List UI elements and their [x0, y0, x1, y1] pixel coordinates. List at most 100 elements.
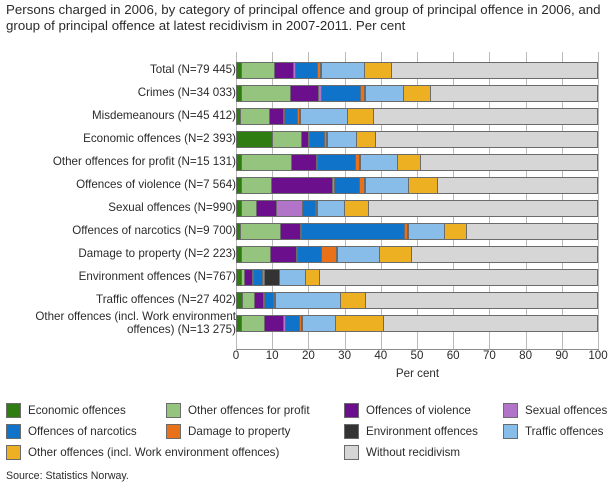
- bar-segment-other_offences_incl_work: [304, 269, 320, 285]
- x-tick-80: 80: [519, 349, 533, 362]
- bar-segment-damage_to_property: [262, 269, 264, 285]
- bar-segment-environment_offences: [319, 62, 321, 78]
- bar-segment-damage_to_property: [320, 246, 337, 262]
- bar-segment-environment_offences: [274, 292, 276, 308]
- legend-item: Traffic offences: [503, 421, 603, 442]
- bar-segment-other_offences_incl_work: [408, 177, 437, 193]
- bar-segment-damage_to_property: [317, 62, 320, 78]
- bar-segment-other_offences_incl_work: [355, 131, 376, 147]
- bar-segment-economic_offences: [237, 108, 241, 124]
- bar-segment-other_offences_incl_work: [378, 246, 412, 262]
- bar-segment-traffic_offences: [327, 131, 356, 147]
- bar-segment-damage_to_property: [297, 108, 300, 124]
- legend-item: Offences of violence: [344, 400, 471, 421]
- x-axis-line: [236, 349, 599, 350]
- bar-segment-offences_of_violence: [274, 62, 294, 78]
- stacked-bar: [236, 130, 598, 148]
- bar-segment-traffic_offences: [275, 292, 340, 308]
- bar-segment-other_offences_incl_work: [396, 154, 421, 170]
- bar-segment-economic_offences: [237, 154, 241, 170]
- x-tick-100: 100: [588, 349, 608, 362]
- legend-row: Other offences (incl. Work environment o…: [6, 442, 606, 463]
- bar-segment-offences_of_violence: [268, 108, 284, 124]
- y-axis-category-label: Other offences (incl. Work environment o…: [35, 309, 236, 336]
- bar-segment-economic_offences: [237, 246, 242, 262]
- bar-segment-other_offences_incl_work: [403, 85, 431, 101]
- legend-label: Environment offences: [366, 425, 478, 438]
- legend-item: Other offences (incl. Work environment o…: [6, 442, 279, 463]
- legend-label: Other offences (incl. Work environment o…: [28, 446, 280, 459]
- bar-segment-other_offences_for_profit: [240, 62, 275, 78]
- chart-legend: Economic offences Other offences for prof…: [6, 400, 608, 463]
- x-tick-20: 20: [301, 349, 315, 362]
- x-tick-70: 70: [482, 349, 496, 362]
- bar-segment-other_offences_for_profit: [241, 246, 271, 262]
- bar-segment-sexual_offences: [262, 292, 264, 308]
- bar-segment-damage_to_property: [299, 315, 302, 331]
- stacked-bar: [236, 291, 598, 309]
- y-axis-category-label: Damage to property (N=2 223): [78, 247, 236, 260]
- bar-segment-economic_offences: [237, 292, 242, 308]
- x-tick-90: 90: [555, 349, 569, 362]
- bar-segment-offences_of_narcotics: [263, 292, 273, 308]
- bar-segment-offences_of_violence: [270, 246, 297, 262]
- bar-segment-offences_of_violence: [279, 223, 300, 239]
- bar-segment-other_offences_incl_work: [339, 292, 366, 308]
- bar-row: Economic offences (N=2 393): [0, 127, 610, 150]
- legend-row: Economic offences Other offences for prof…: [6, 400, 608, 421]
- stacked-bar: [236, 176, 598, 194]
- legend-label: Sexual offences: [525, 404, 608, 417]
- legend-swatch-icon: [166, 403, 181, 418]
- bar-segment-offences_of_narcotics: [334, 177, 360, 193]
- bar-segment-traffic_offences: [317, 200, 345, 216]
- bar-segment-environment_offences: [301, 315, 303, 331]
- bar-segment-sexual_offences: [308, 131, 310, 147]
- bar-segment-environment_offences: [299, 108, 301, 124]
- bar-segment-sexual_offences: [275, 200, 303, 216]
- bar-segment-traffic_offences: [407, 223, 444, 239]
- bar-segment-damage_to_property: [272, 292, 275, 308]
- y-axis-category-label: Total (N=79 445): [149, 63, 236, 76]
- legend-swatch-icon: [344, 403, 359, 418]
- bar-segment-offences_of_violence: [290, 154, 316, 170]
- bar-segment-environment_offences: [406, 223, 408, 239]
- bar-segment-without_recidivism: [372, 108, 597, 124]
- bar-segment-other_offences_for_profit: [271, 131, 302, 147]
- bar-segment-other_offences_for_profit: [241, 269, 245, 285]
- bar-segment-other_offences_for_profit: [240, 177, 272, 193]
- bar-segment-offences_of_narcotics: [300, 223, 404, 239]
- bar-segment-other_offences_incl_work: [346, 108, 373, 124]
- y-axis-category-label: Traffic offences (N=27 402): [96, 293, 236, 306]
- legend-label: Without recidivism: [366, 446, 461, 459]
- x-tick-50: 50: [410, 349, 424, 362]
- y-axis-category-label: Offences of violence (N=7 564): [76, 178, 236, 191]
- bar-segment-economic_offences: [237, 269, 242, 285]
- bar-segment-traffic_offences: [279, 269, 305, 285]
- bar-row: Environment offences (N=767): [0, 265, 610, 288]
- legend-label: Damage to property: [188, 425, 291, 438]
- bar-segment-offences_of_narcotics: [294, 62, 318, 78]
- legend-label: Offences of violence: [366, 404, 471, 417]
- legend-item: Without recidivism: [344, 442, 460, 463]
- bar-row: Other offences for profit (N=15 131): [0, 150, 610, 173]
- bar-segment-offences_of_violence: [254, 292, 263, 308]
- bar-segment-offences_of_violence: [271, 177, 333, 193]
- chart-title: Persons charged in 2006, by category of …: [6, 2, 605, 34]
- bar-segment-offences_of_narcotics: [317, 154, 356, 170]
- bar-segment-offences_of_narcotics: [253, 269, 263, 285]
- legend-item: Damage to property: [166, 421, 290, 442]
- bar-segment-without_recidivism: [368, 200, 597, 216]
- bar-segment-offences_of_violence: [244, 269, 253, 285]
- bar-segment-environment_offences: [358, 154, 360, 170]
- bar-segment-economic_offences: [237, 315, 241, 331]
- bar-segment-other_offences_incl_work: [364, 62, 392, 78]
- stacked-bar: [236, 314, 598, 332]
- bar-segment-damage_to_property: [359, 177, 365, 193]
- bar-segment-traffic_offences: [320, 62, 365, 78]
- bar-segment-sexual_offences: [299, 223, 301, 239]
- bar-segment-sexual_offences: [252, 269, 254, 285]
- x-tick-30: 30: [338, 349, 352, 362]
- bar-segment-other_offences_for_profit: [240, 154, 291, 170]
- bar-segment-other_offences_for_profit: [240, 85, 290, 101]
- bar-segment-traffic_offences: [359, 154, 397, 170]
